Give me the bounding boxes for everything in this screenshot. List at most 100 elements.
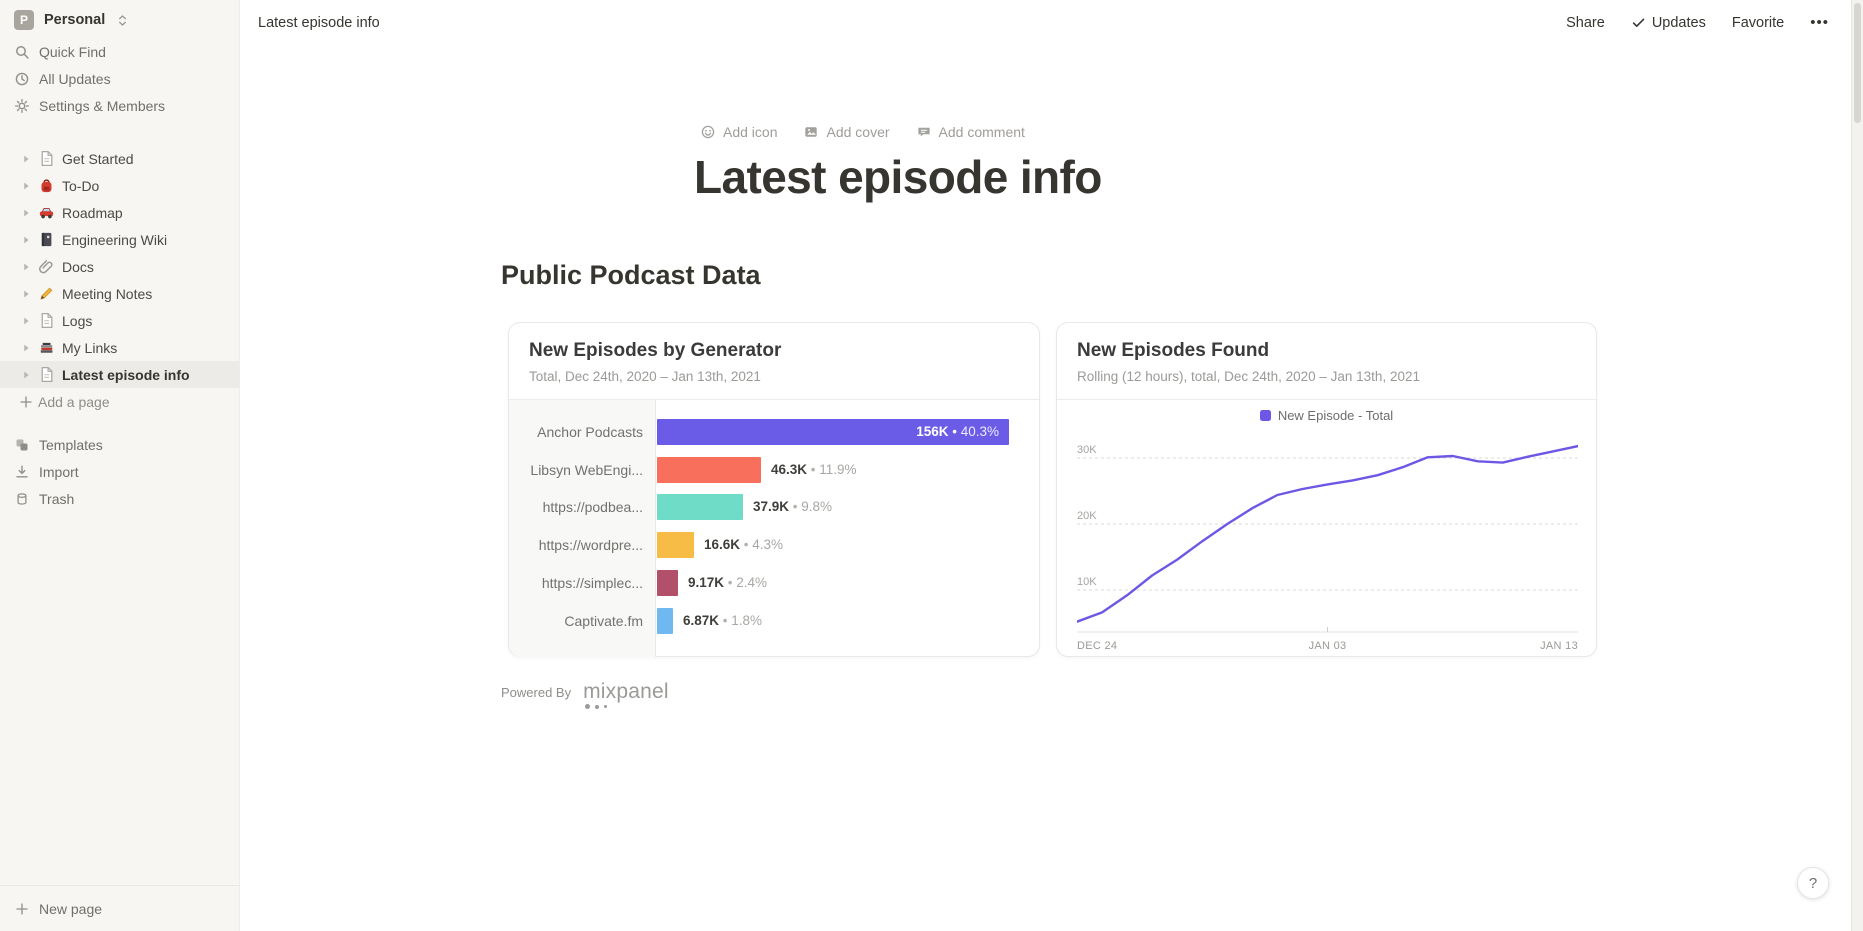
y-axis-tick-label: 10K <box>1077 576 1097 588</box>
sidebar-item-settings-members[interactable]: Settings & Members <box>0 92 239 119</box>
bar-category-label: https://podbea... <box>542 499 643 516</box>
expand-toggle-icon[interactable] <box>18 340 34 356</box>
scrollbar-thumb[interactable] <box>1854 3 1861 123</box>
sidebar-item-import[interactable]: Import <box>0 458 239 485</box>
bar-category-label: Libsyn WebEngi... <box>530 461 643 478</box>
bar-category-label: https://simplec... <box>541 574 643 591</box>
bar[interactable]: 156K • 40.3% <box>657 419 1009 445</box>
powered-by-label: Powered By <box>501 685 572 700</box>
mixpanel-wordmark: mixpanel <box>583 680 669 703</box>
legend-swatch <box>1259 410 1271 421</box>
sidebar-page-item[interactable]: To-Do <box>0 172 239 199</box>
sidebar-page-item[interactable]: Logs <box>0 307 239 334</box>
sidebar-item-label: All Updates <box>39 70 111 87</box>
sidebar-page-item[interactable]: Docs <box>0 253 239 280</box>
bar[interactable] <box>657 456 761 483</box>
bar-row: https://wordpre... 16.6K • 4.3% <box>509 532 1039 559</box>
favorite-button[interactable]: Favorite <box>1731 14 1785 31</box>
sidebar-item-trash[interactable]: Trash <box>0 485 239 512</box>
bar-row: Anchor Podcasts 156K • 40.3% <box>509 419 1039 445</box>
add-icon-label: Add icon <box>723 124 778 140</box>
sidebar-pages-list: Get Started To-Do Roadmap Engineering Wiki D… <box>0 145 239 388</box>
sidebar-page-item[interactable]: Meeting Notes <box>0 280 239 307</box>
chart-legend: New Episode - Total <box>1057 408 1596 423</box>
bar[interactable] <box>657 607 673 634</box>
pencil-icon <box>38 285 55 302</box>
page-icon <box>38 312 55 329</box>
sidebar-item-label: Settings & Members <box>39 97 166 114</box>
bar-row: https://simplec... 9.17K • 2.4% <box>509 569 1039 596</box>
page-label: Docs <box>62 258 94 275</box>
add-a-page-button[interactable]: Add a page <box>0 388 239 415</box>
new-page-label: New page <box>39 900 103 917</box>
bar[interactable] <box>657 494 743 521</box>
sidebar-item-quick-find[interactable]: Quick Find <box>0 38 239 65</box>
powered-by-footer[interactable]: Powered By mixpanel <box>501 680 669 709</box>
bar-value-label: 46.3K • 11.9% <box>771 461 857 477</box>
breadcrumb[interactable]: Latest episode info <box>258 14 380 31</box>
sidebar-item-all-updates[interactable]: All Updates <box>0 65 239 92</box>
sidebar-page-item[interactable]: Latest episode info <box>0 361 239 388</box>
workspace-avatar: P <box>14 10 34 30</box>
bar-value-label: 6.87K • 1.8% <box>683 612 763 628</box>
updates-label: Updates <box>1651 14 1706 31</box>
sidebar-page-item[interactable]: My Links <box>0 334 239 361</box>
card-divider <box>1057 399 1596 400</box>
scrollbar-track[interactable] <box>1851 0 1863 931</box>
bar[interactable] <box>657 569 678 596</box>
page-label: Roadmap <box>62 204 123 221</box>
expand-toggle-icon[interactable] <box>18 259 34 275</box>
more-menu-button[interactable]: ••• <box>1810 14 1829 31</box>
page-label: Get Started <box>62 150 134 167</box>
add-cover-button[interactable]: Add cover <box>803 124 890 140</box>
workspace-switcher[interactable]: P Personal <box>0 0 239 38</box>
bar-value-label: 37.9K • 9.8% <box>753 499 833 515</box>
sidebar-page-item[interactable]: Get Started <box>0 145 239 172</box>
page-label: My Links <box>62 339 118 356</box>
mixpanel-logo-dots <box>585 704 608 709</box>
plus-icon <box>18 394 34 410</box>
bar[interactable] <box>657 532 694 559</box>
sidebar: P Personal Quick Find All Updates Settin… <box>0 0 240 931</box>
expand-toggle-icon[interactable] <box>18 367 34 383</box>
help-button[interactable]: ? <box>1797 867 1829 899</box>
sidebar-item-label: Import <box>39 463 79 480</box>
y-axis-tick-label: 20K <box>1077 510 1097 522</box>
expand-toggle-icon[interactable] <box>18 151 34 167</box>
share-button[interactable]: Share <box>1566 14 1605 31</box>
add-icon-button[interactable]: Add icon <box>700 124 777 140</box>
page-label: To-Do <box>62 177 100 194</box>
section-heading[interactable]: Public Podcast Data <box>501 260 761 290</box>
expand-toggle-icon[interactable] <box>18 286 34 302</box>
bar-row: Captivate.fm 6.87K • 1.8% <box>509 607 1039 634</box>
sidebar-item-label: Trash <box>39 490 75 507</box>
check-icon <box>1631 15 1646 30</box>
y-axis-tick-label: 30K <box>1077 444 1097 456</box>
car-icon <box>38 204 55 221</box>
x-axis-tick-label: JAN 03 <box>1309 640 1347 652</box>
expand-toggle-icon[interactable] <box>18 232 34 248</box>
page-label: Latest episode info <box>62 366 190 383</box>
add-comment-button[interactable]: Add comment <box>916 124 1025 140</box>
bar-category-label: Captivate.fm <box>564 612 643 629</box>
updates-button[interactable]: Updates <box>1631 15 1706 31</box>
bar-label-column <box>509 400 656 657</box>
expand-toggle-icon[interactable] <box>18 205 34 221</box>
sidebar-page-item[interactable]: Engineering Wiki <box>0 226 239 253</box>
line-chart-embed[interactable]: New Episodes Found Rolling (12 hours), t… <box>1056 322 1597 657</box>
sidebar-item-label: Templates <box>39 436 103 453</box>
add-a-page-label: Add a page <box>38 393 110 410</box>
gear-icon <box>14 98 30 114</box>
page-title[interactable]: Latest episode info <box>694 151 1102 203</box>
chevron-updown-icon <box>115 13 130 28</box>
expand-toggle-icon[interactable] <box>18 313 34 329</box>
sidebar-item-templates[interactable]: Templates <box>0 431 239 458</box>
sidebar-page-item[interactable]: Roadmap <box>0 199 239 226</box>
bar-category-label: https://wordpre... <box>538 537 643 554</box>
new-page-button[interactable]: New page <box>0 886 239 931</box>
plus-icon <box>14 901 30 917</box>
bar-row: https://podbea... 37.9K • 9.8% <box>509 494 1039 521</box>
page-label: Meeting Notes <box>62 285 153 302</box>
expand-toggle-icon[interactable] <box>18 178 34 194</box>
bar-chart-embed[interactable]: New Episodes by Generator Total, Dec 24t… <box>508 322 1040 657</box>
